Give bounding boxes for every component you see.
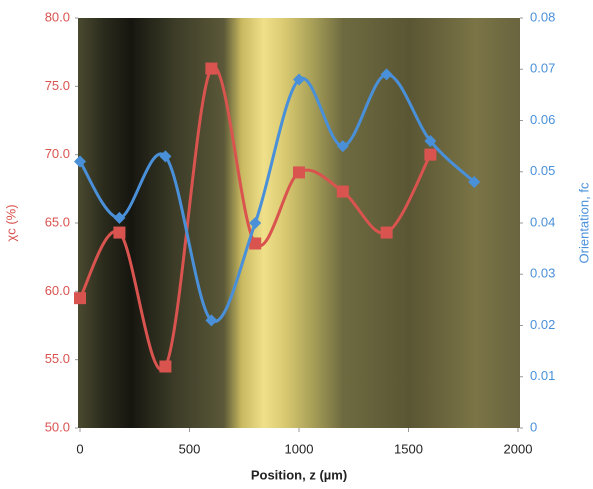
point-marker [74,292,86,305]
y-tick-label: 50.0 [45,419,70,434]
point-marker [336,140,349,153]
point-marker [380,226,393,239]
y2-tick-label: 0.01 [530,368,555,383]
y-axis-label: χc (%) [3,204,18,241]
y-tick-label: 60.0 [45,283,70,298]
point-marker [249,237,262,250]
x-tick-label: 500 [179,441,201,456]
point-marker [113,211,126,224]
x-tick-label: 1000 [285,441,314,456]
point-marker [424,148,437,161]
point-marker [113,226,126,239]
point-marker [293,73,305,86]
point-marker [293,166,305,179]
point-marker [424,135,437,147]
y2-tick-label: 0 [530,419,537,434]
x-tick-label: 1500 [394,441,423,456]
point-marker [159,150,172,163]
y-tick-label: 65.0 [45,214,70,229]
y-tick-label: 70.0 [45,146,70,161]
point-marker [159,360,172,373]
y2-tick-label: 0.06 [530,112,555,127]
point-marker [249,217,262,229]
point-marker [205,314,218,327]
y2-axis-label: Orientation, fc [576,182,591,263]
series-line [78,65,432,372]
point-marker [380,68,393,81]
micrograph-background [78,18,520,428]
point-marker [468,176,481,188]
y2-tick-label: 0.08 [530,9,555,24]
y-tick-label: 80.0 [45,9,70,24]
point-marker [336,185,349,198]
y2-tick-label: 0.07 [530,61,555,76]
y2-tick-label: 0.04 [530,214,555,229]
y2-tick-label: 0.05 [530,163,555,178]
y2-tick-label: 0.03 [530,266,555,281]
x-axis-label: Position, z (µm) [251,467,347,482]
point-marker [205,62,218,75]
point-marker [74,155,86,168]
x-tick-label: 2000 [504,441,533,456]
y-tick-label: 55.0 [45,351,70,366]
series-line [78,72,476,324]
y2-tick-label: 0.02 [530,317,555,332]
y-tick-label: 75.0 [45,78,70,93]
x-tick-label: 0 [76,441,83,456]
